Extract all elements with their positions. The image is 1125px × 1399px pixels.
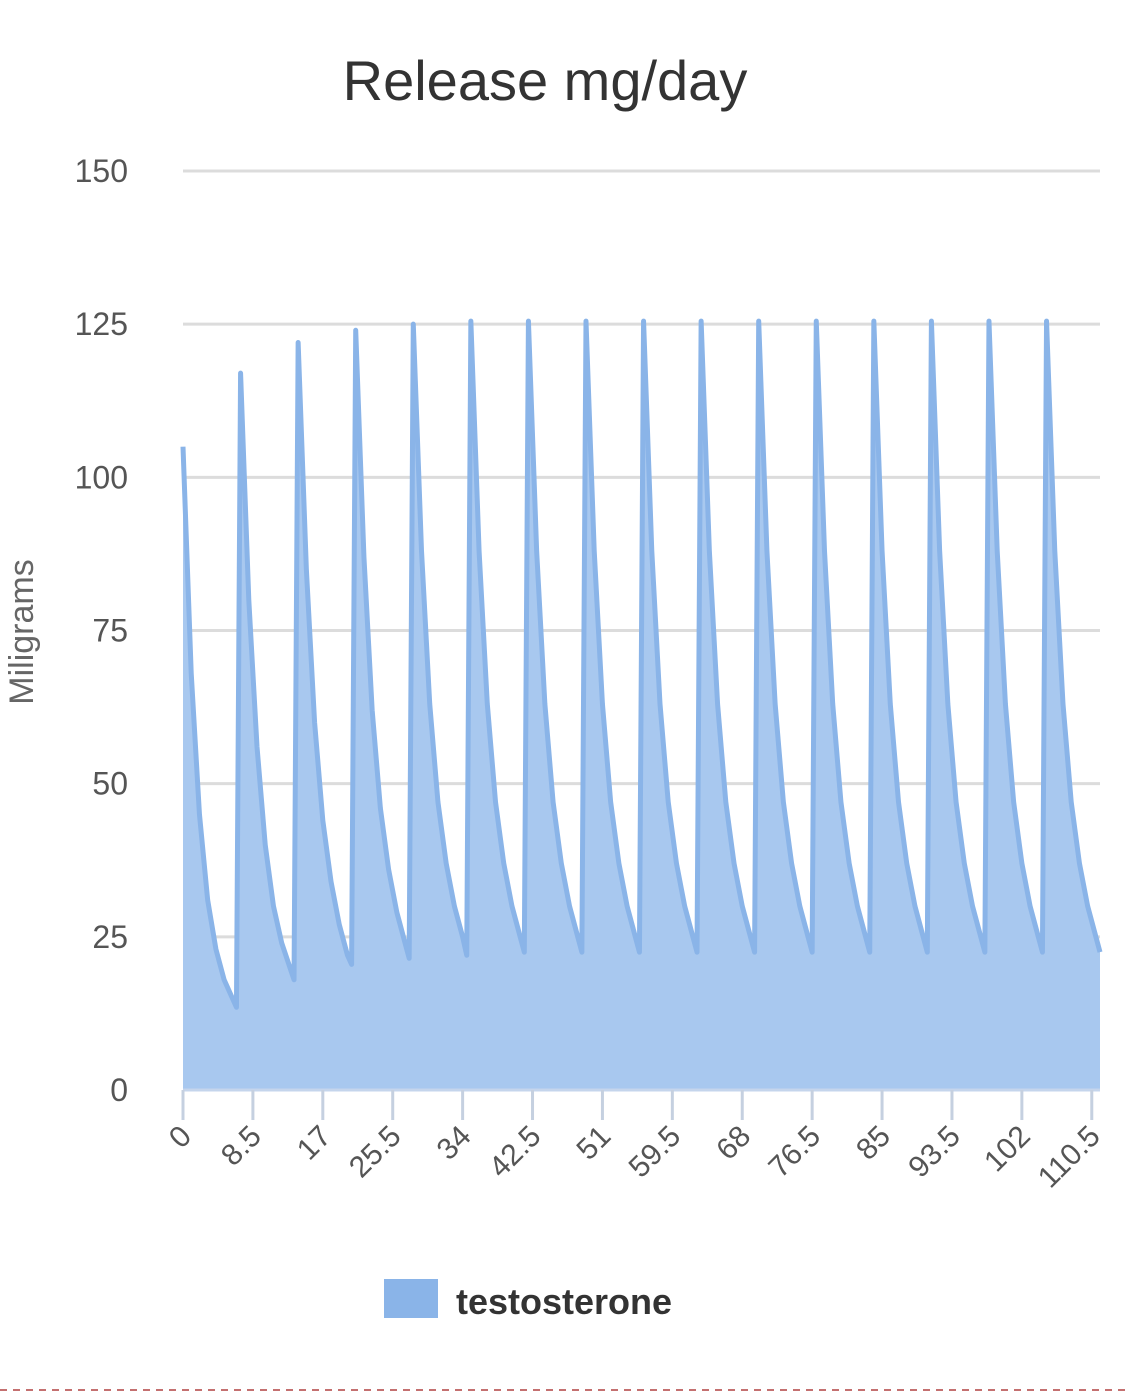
x-tick-label: 68 [710,1120,757,1167]
x-tick-label: 102 [978,1120,1037,1179]
chart-title: Release mg/day [343,49,748,112]
y-tick-label: 0 [110,1072,128,1108]
y-axis-label: Miligrams [3,559,41,704]
y-tick-label: 50 [92,766,128,802]
x-tick-label: 85 [850,1120,897,1167]
x-tick-label: 42.5 [483,1120,548,1185]
legend-swatch [384,1279,438,1318]
x-tick-label: 25.5 [343,1120,408,1185]
x-tick-label: 93.5 [902,1120,967,1185]
y-tick-label: 75 [92,613,128,649]
y-tick-label: 125 [75,306,128,342]
x-tick-label: 34 [431,1120,478,1167]
x-tick-label: 76.5 [762,1120,827,1185]
x-tick-label: 0 [163,1120,198,1155]
legend-label: testosterone [456,1281,672,1322]
x-tick-label: 17 [291,1120,338,1167]
x-tick-label: 110.5 [1032,1120,1107,1195]
y-tick-label: 25 [92,919,128,955]
x-tick-label: 59.5 [623,1120,688,1185]
x-tick-label: 8.5 [215,1120,268,1173]
y-tick-label: 150 [75,153,128,189]
x-tick-label: 51 [570,1120,617,1167]
y-tick-label: 100 [75,459,128,495]
area-line [180,318,1103,1010]
